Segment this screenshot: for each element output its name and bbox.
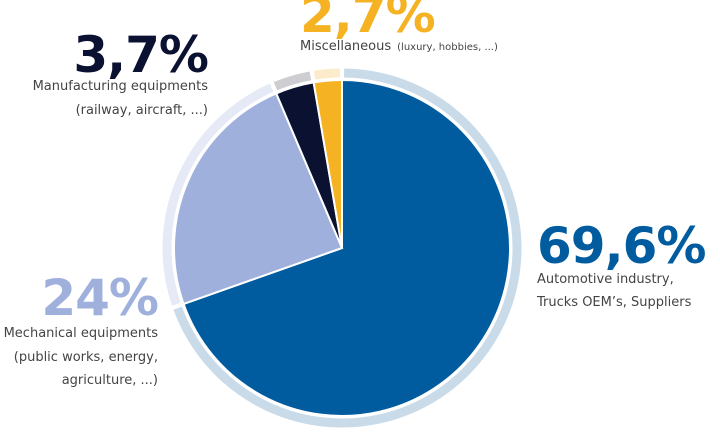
category-detail: (railway, aircraft, ...) <box>76 103 208 118</box>
category-name: Miscellaneous <box>300 39 391 54</box>
value-label: 2,7% <box>300 0 435 44</box>
pie-slice <box>312 78 343 249</box>
value-label: 24% <box>41 269 158 327</box>
pie-slice <box>173 92 344 306</box>
category-detail: (public works, energy, <box>14 350 158 365</box>
category-detail: (luxury, hobbies, ...) <box>397 42 498 53</box>
pie-slice <box>182 78 511 417</box>
pie-ring <box>273 71 312 91</box>
category-detail: agriculture, ...) <box>62 373 158 388</box>
category-detail: Trucks OEM’s, Suppliers <box>536 295 692 310</box>
category-label: Miscellaneous (luxury, hobbies, ...) <box>300 39 498 54</box>
category-label: Automotive industry, <box>537 272 674 287</box>
category-label: Mechanical equipments <box>4 326 159 341</box>
pie-ring <box>162 83 274 306</box>
value-label: 69,6% <box>537 217 705 275</box>
pie-ring <box>173 68 522 428</box>
pie-ring <box>313 68 341 80</box>
category-label: Manufacturing equipments <box>33 79 209 94</box>
value-label: 3,7% <box>73 26 208 84</box>
